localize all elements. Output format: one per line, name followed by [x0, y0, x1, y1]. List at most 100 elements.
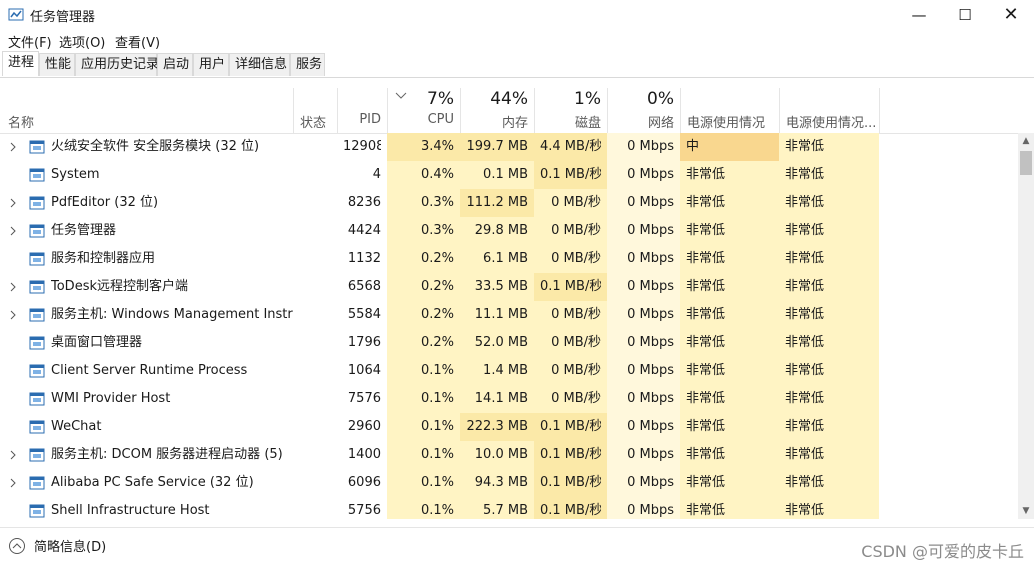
close-button[interactable]: ✕ [1003, 4, 1019, 25]
pid-cell: 1400 [347, 447, 381, 462]
process-icon [29, 280, 45, 294]
network-cell: 0 Mbps [627, 363, 674, 378]
tab[interactable]: 用户 [193, 53, 229, 76]
cell-highlight [460, 133, 534, 161]
column-label[interactable]: 状态 [300, 116, 327, 131]
menu-item[interactable]: 查看(V) [115, 36, 161, 51]
cell-highlight [460, 413, 534, 441]
name-cell[interactable]: System [51, 167, 100, 182]
disk-cell: 4.4 MB/秒 [540, 139, 601, 154]
expand-chevron[interactable] [9, 282, 17, 292]
name-cell[interactable]: 服务主机: Windows Management Instru... [51, 307, 293, 322]
cpu-cell: 0.2% [420, 335, 454, 350]
name-cell[interactable]: Shell Infrastructure Host [51, 503, 210, 518]
network-cell: 0 Mbps [627, 307, 674, 322]
network-cell: 0 Mbps [627, 335, 674, 350]
pid-cell: 12908 [343, 139, 381, 154]
name-cell[interactable]: 桌面窗口管理器 [51, 335, 143, 350]
column-separator [779, 88, 780, 133]
cell-highlight [534, 497, 607, 519]
tab[interactable]: 应用历史记录 [75, 53, 159, 76]
disk-cell: 0 MB/秒 [551, 223, 601, 238]
power-cell: 非常低 [686, 419, 726, 434]
column-label[interactable]: PID [359, 112, 381, 127]
collapse-icon[interactable] [8, 537, 26, 555]
power_trend-cell: 非常低 [785, 139, 825, 154]
cpu-cell: 0.1% [420, 447, 454, 462]
sort-indicator[interactable] [395, 92, 407, 100]
column-label[interactable]: CPU [427, 112, 454, 127]
pid-cell: 8236 [347, 195, 381, 210]
name-cell[interactable]: 服务和控制器应用 [51, 251, 156, 266]
name-cell[interactable]: Client Server Runtime Process [51, 363, 248, 378]
power_trend-cell: 非常低 [785, 475, 825, 490]
maximize-button[interactable]: ☐ [958, 6, 972, 24]
column-label[interactable]: 电源使用情况 [687, 116, 766, 131]
power_trend-cell: 非常低 [785, 503, 825, 518]
column-label[interactable]: 网络 [647, 116, 674, 131]
pid-cell: 4424 [347, 223, 381, 238]
column-label[interactable]: 名称 [8, 116, 35, 131]
power-cell: 非常低 [686, 391, 726, 406]
cell-highlight [534, 273, 607, 301]
name-cell[interactable]: Alibaba PC Safe Service (32 位) [51, 475, 254, 490]
tab[interactable]: 启动 [157, 53, 193, 76]
name-cell[interactable]: PdfEditor (32 位) [51, 195, 159, 210]
column-label[interactable]: 电源使用情况... [786, 116, 877, 131]
power-cell: 非常低 [686, 363, 726, 378]
cpu-cell: 3.4% [420, 139, 454, 154]
power-cell: 非常低 [686, 279, 726, 294]
column-separator [680, 88, 681, 133]
process-icon [29, 224, 45, 238]
name-cell[interactable]: 服务主机: DCOM 服务器进程启动器 (5) [51, 447, 283, 462]
cpu-cell: 0.1% [420, 363, 454, 378]
process-icon [29, 420, 45, 434]
network-cell: 0 Mbps [627, 447, 674, 462]
pid-cell: 2960 [347, 419, 381, 434]
menu-item[interactable]: 选项(O) [59, 36, 106, 51]
process-icon [29, 168, 45, 182]
expand-chevron[interactable] [9, 310, 17, 320]
name-cell[interactable]: WeChat [51, 419, 102, 434]
column-label[interactable]: 磁盘 [574, 116, 601, 131]
network-cell: 0 Mbps [627, 167, 674, 182]
process-icon [29, 140, 45, 154]
cell-highlight [387, 133, 460, 161]
cell-highlight [680, 133, 779, 161]
pid-cell: 7576 [347, 391, 381, 406]
memory-cell: 11.1 MB [474, 307, 528, 322]
minimize-button[interactable]: — [911, 6, 927, 24]
cpu-cell: 0.1% [420, 503, 454, 518]
tab[interactable]: 服务 [290, 53, 325, 76]
tab[interactable]: 进程 [2, 51, 39, 76]
network-cell: 0 Mbps [627, 391, 674, 406]
name-cell[interactable]: 任务管理器 [51, 223, 117, 238]
cell-highlight [534, 469, 607, 497]
cpu-cell: 0.1% [420, 419, 454, 434]
disk-cell: 0.1 MB/秒 [540, 167, 601, 182]
memory-cell: 222.3 MB [466, 419, 528, 434]
menu-item[interactable]: 文件(F) [8, 36, 52, 51]
expand-chevron[interactable] [9, 450, 17, 460]
tab[interactable]: 详细信息 [229, 53, 290, 76]
scrollbar[interactable]: ▲ ▼ [1018, 133, 1034, 519]
expand-chevron[interactable] [9, 142, 17, 152]
power_trend-cell: 非常低 [785, 167, 825, 182]
expand-chevron[interactable] [9, 226, 17, 236]
cell-highlight [534, 133, 607, 161]
expand-chevron[interactable] [9, 198, 17, 208]
power_trend-cell: 非常低 [785, 391, 825, 406]
window-title: 任务管理器 [30, 10, 96, 25]
fewer-details-link[interactable]: 简略信息(D) [34, 540, 107, 555]
cpu-cell: 0.2% [420, 307, 454, 322]
memory-cell: 52.0 MB [474, 335, 528, 350]
tab[interactable]: 性能 [39, 53, 75, 76]
disk-cell: 0 MB/秒 [551, 335, 601, 350]
power-cell: 非常低 [686, 503, 726, 518]
name-cell[interactable]: WMI Provider Host [51, 391, 171, 406]
expand-chevron[interactable] [9, 478, 17, 488]
name-cell[interactable]: ToDesk远程控制客户端 [51, 279, 188, 294]
name-cell[interactable]: 火绒安全软件 安全服务模块 (32 位) [51, 139, 260, 154]
column-label[interactable]: 内存 [501, 116, 528, 131]
